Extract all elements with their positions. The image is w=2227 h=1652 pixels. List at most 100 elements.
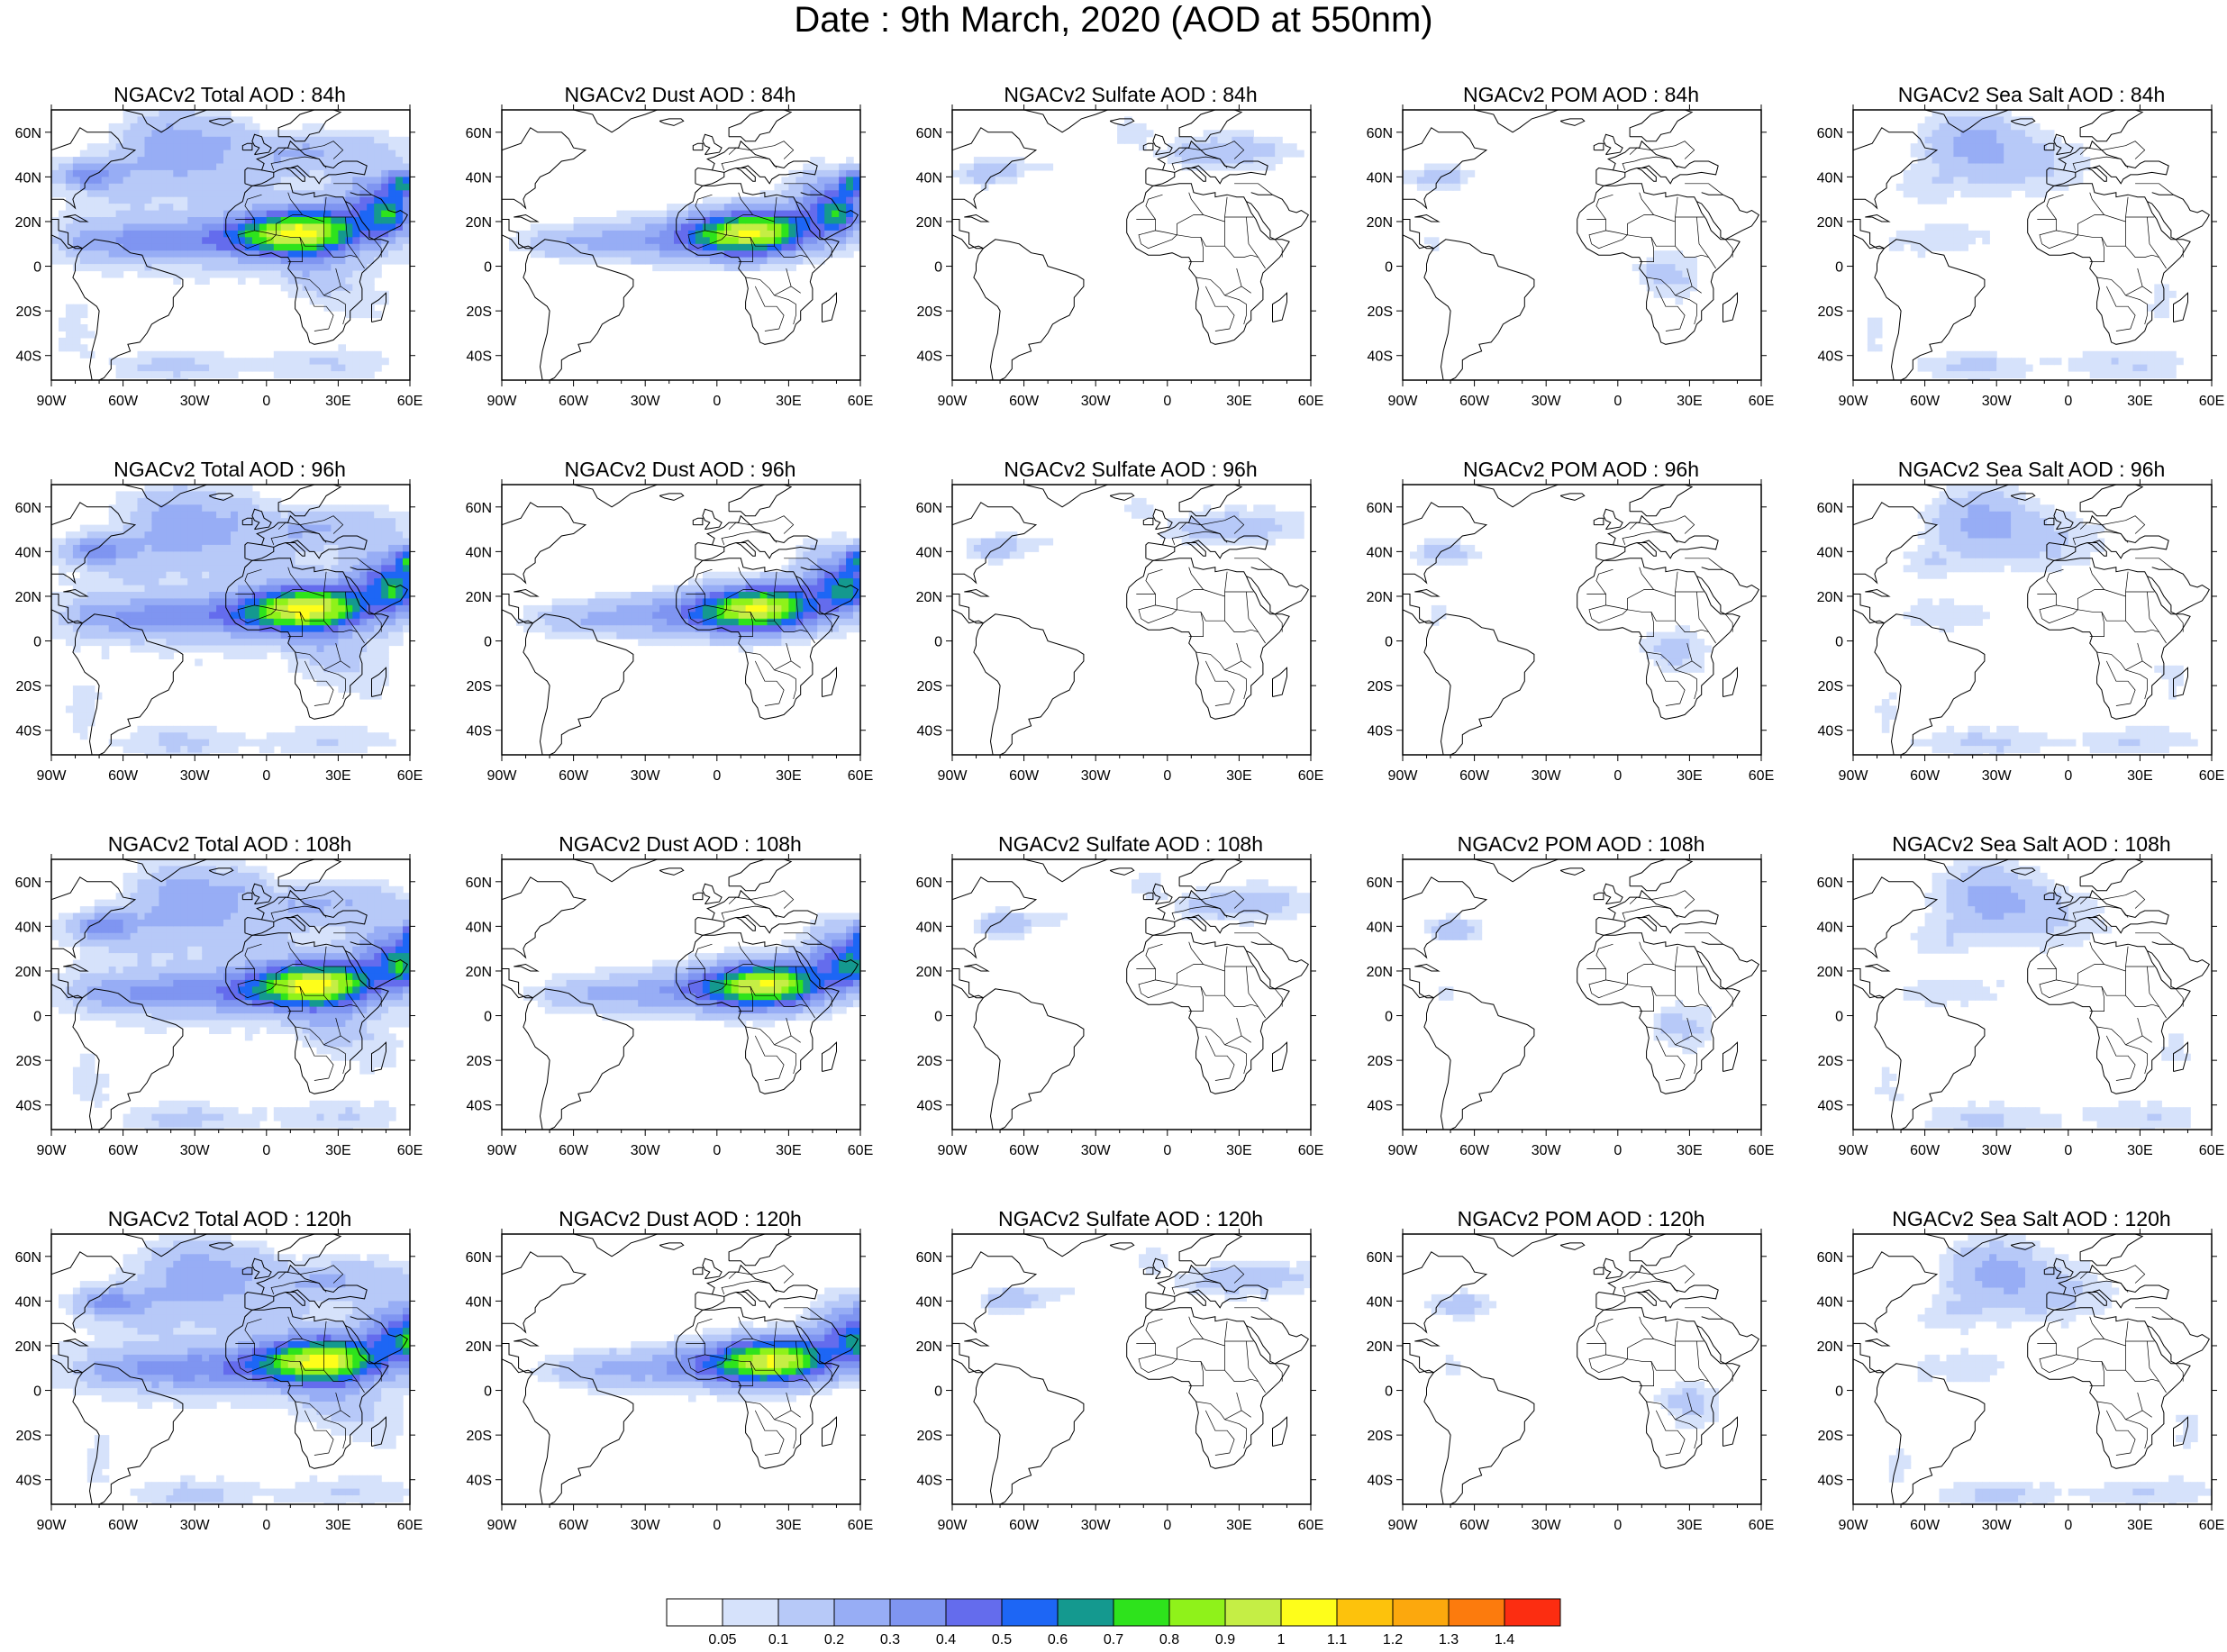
lon-tick-label: 60W <box>108 1518 139 1533</box>
lat-tick-label: 40N <box>466 545 492 560</box>
lat-tick-label: 60N <box>466 126 492 141</box>
coastlines <box>1403 859 1759 1130</box>
lat-tick-label: 60N <box>1817 501 1843 516</box>
lon-tick-label: 30E <box>2127 1518 2152 1533</box>
panel-title: NGACv2 Total AOD : 120h <box>50 1207 410 1230</box>
lat-tick-label: 60N <box>916 501 942 516</box>
lat-tick-label: 60N <box>1367 876 1393 891</box>
colorbar-label: 0.8 <box>1159 1632 1179 1647</box>
lon-tick-label: 90W <box>1388 768 1419 784</box>
lat-tick-label: 40S <box>917 1099 942 1114</box>
lon-tick-label: 60W <box>1459 394 1490 409</box>
aod-shading <box>1410 539 1712 673</box>
lon-tick-label: 30E <box>1226 768 1251 784</box>
aod-shading <box>952 116 1304 190</box>
coastlines <box>1403 485 1759 755</box>
lon-tick-label: 60W <box>1910 394 1941 409</box>
lon-tick-label: 60W <box>1910 1518 1941 1533</box>
colorbar-label: 0.3 <box>880 1632 900 1647</box>
lat-tick-label: 40S <box>917 724 942 740</box>
lat-tick-label: 20S <box>917 679 942 694</box>
lat-tick-label: 20N <box>1817 1339 1843 1355</box>
lat-tick-label: 20S <box>1818 1429 1843 1444</box>
lat-tick-label: 20S <box>1368 1054 1393 1069</box>
lon-tick-label: 30W <box>180 768 211 784</box>
lat-tick-label: 60N <box>466 501 492 516</box>
lat-tick-label: 40S <box>1818 349 1843 365</box>
lon-tick-label: 30E <box>2127 394 2152 409</box>
lon-tick-label: 0 <box>2064 768 2072 784</box>
lon-tick-label: 30E <box>325 1518 350 1533</box>
lon-tick-label: 0 <box>2064 394 2072 409</box>
lon-tick-label: 0 <box>262 394 270 409</box>
colorbar-swatch <box>1114 1599 1169 1626</box>
lon-tick-label: 90W <box>938 1518 968 1533</box>
map-frame <box>1403 110 1761 380</box>
lon-tick-label: 30W <box>1532 1143 1562 1158</box>
lat-tick-label: 40S <box>16 1474 41 1489</box>
lon-tick-label: 30W <box>1982 768 2013 784</box>
lat-tick-label: 20S <box>467 1054 492 1069</box>
lat-tick-label: 60N <box>1367 126 1393 141</box>
lon-tick-label: 90W <box>1839 1143 1869 1158</box>
lon-tick-label: 60W <box>559 1518 589 1533</box>
colorbar-label: 1 <box>1277 1632 1286 1647</box>
lat-tick-label: 20N <box>916 215 942 231</box>
aod-shading <box>51 110 411 386</box>
lon-tick-label: 60W <box>1009 394 1040 409</box>
lat-tick-label: 20S <box>16 304 41 320</box>
lon-tick-label: 30E <box>1677 768 1702 784</box>
lon-tick-label: 60W <box>1009 768 1040 784</box>
lat-tick-label: 60N <box>916 876 942 891</box>
lat-tick-label: 20S <box>467 304 492 320</box>
lon-tick-label: 90W <box>37 1518 68 1533</box>
lon-tick-label: 90W <box>938 1143 968 1158</box>
lat-tick-label: 40S <box>1818 1099 1843 1114</box>
colorbar-label: 0.05 <box>708 1632 736 1647</box>
panel-title: NGACv2 POM AOD : 96h <box>1401 458 1761 481</box>
panel-title: NGACv2 Total AOD : 108h <box>50 832 410 856</box>
lon-tick-label: 0 <box>262 768 270 784</box>
lon-tick-label: 90W <box>1839 768 1869 784</box>
lat-tick-label: 40S <box>467 724 492 740</box>
colorbar-swatch <box>1281 1599 1337 1626</box>
lon-tick-label: 90W <box>487 1143 518 1158</box>
lon-tick-label: 90W <box>1839 1518 1869 1533</box>
colorbar-swatch <box>723 1599 778 1626</box>
lon-tick-label: 90W <box>37 1143 68 1158</box>
lon-tick-label: 60E <box>848 394 873 409</box>
lon-tick-label: 30E <box>1677 394 1702 409</box>
lon-tick-label: 30E <box>1226 1518 1251 1533</box>
lon-tick-label: 30W <box>631 1143 661 1158</box>
lon-tick-label: 60E <box>397 1518 423 1533</box>
lat-tick-label: 20N <box>15 215 41 231</box>
colorbar-label: 0.5 <box>992 1632 1012 1647</box>
panel-title: NGACv2 POM AOD : 84h <box>1401 83 1761 106</box>
lon-tick-label: 0 <box>1163 1518 1171 1533</box>
lon-tick-label: 0 <box>1613 768 1622 784</box>
panel-title: NGACv2 Sulfate AOD : 96h <box>950 458 1311 481</box>
lon-tick-label: 60W <box>559 768 589 784</box>
colorbar-swatch <box>1002 1599 1058 1626</box>
aod-shading <box>967 498 1304 566</box>
lon-tick-label: 0 <box>262 1518 270 1533</box>
lat-tick-label: 20S <box>16 679 41 694</box>
panel-title: NGACv2 Total AOD : 96h <box>50 458 410 481</box>
lat-tick-label: 60N <box>1817 1250 1843 1266</box>
lon-tick-label: 60W <box>1910 768 1941 784</box>
lon-tick-label: 0 <box>713 394 721 409</box>
lat-tick-label: 20N <box>1817 965 1843 980</box>
